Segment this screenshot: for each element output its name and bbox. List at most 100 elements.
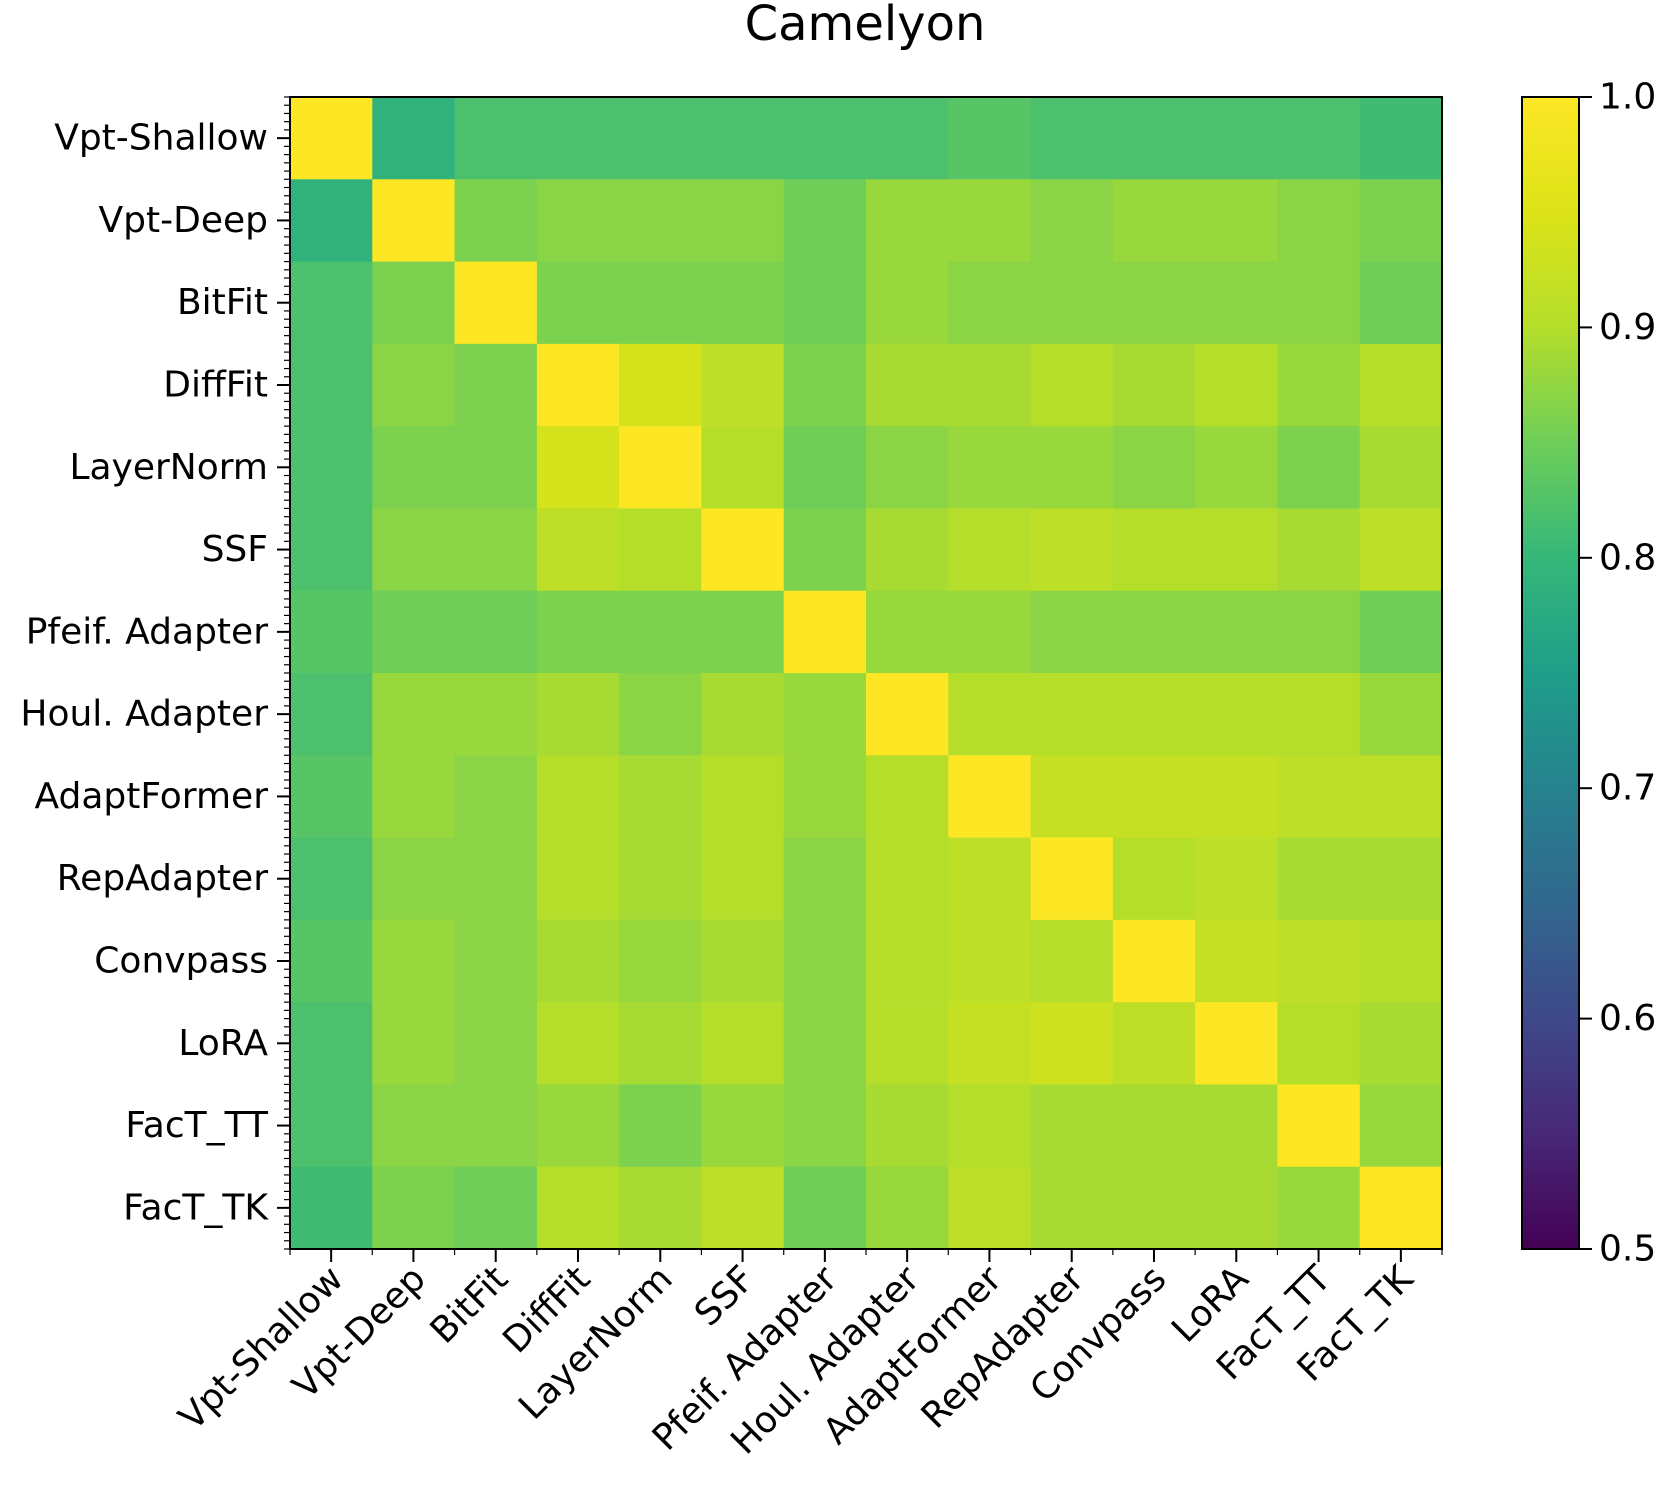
heatmap-cell xyxy=(866,97,949,180)
heatmap-cell xyxy=(866,1084,949,1168)
heatmap-cell xyxy=(372,508,456,592)
heatmap-cell xyxy=(783,1166,867,1250)
heatmap-cell xyxy=(701,590,785,674)
heatmap-cell xyxy=(1195,1166,1279,1250)
heatmap-cell xyxy=(1359,590,1443,674)
heatmap-cell xyxy=(1195,97,1279,180)
heatmap-cell xyxy=(948,508,1032,592)
heatmap-cell xyxy=(454,426,538,510)
heatmap-cell xyxy=(1359,755,1443,839)
heatmap-cell xyxy=(619,919,703,1003)
colorbar-tick-label: 0.6 xyxy=(1599,998,1656,1039)
heatmap-cells xyxy=(290,97,1443,1250)
heatmap-cell xyxy=(948,837,1032,921)
heatmap-cell xyxy=(536,426,620,510)
heatmap-cell xyxy=(1112,1084,1196,1168)
heatmap-cell xyxy=(701,426,785,510)
heatmap-cell xyxy=(1359,97,1443,180)
colorbar-tick-label: 0.5 xyxy=(1599,1229,1656,1270)
heatmap-cell xyxy=(1030,1166,1114,1250)
heatmap-cell xyxy=(1359,1166,1443,1250)
heatmap-cell xyxy=(948,590,1032,674)
heatmap-cell xyxy=(701,673,785,756)
colorbar: 0.5 0.6 0.7 0.8 0.9 1.0 xyxy=(1521,77,1656,1270)
heatmap-cell xyxy=(619,673,703,756)
y-tick-label: DiffFit xyxy=(163,365,268,406)
y-tick-label: FacT_TK xyxy=(123,1187,269,1228)
heatmap-cell xyxy=(290,426,373,510)
heatmap-cell xyxy=(866,508,949,592)
heatmap-cell xyxy=(290,508,373,592)
heatmap-cell xyxy=(1277,919,1361,1003)
heatmap-cell xyxy=(1195,919,1279,1003)
heatmap-cell xyxy=(454,919,538,1003)
heatmap-cell xyxy=(783,343,867,427)
heatmap-cell xyxy=(1112,590,1196,674)
heatmap-cell xyxy=(536,1166,620,1250)
heatmap-cell xyxy=(372,426,456,510)
heatmap-cell xyxy=(1359,261,1443,345)
y-tick-label: SSF xyxy=(202,529,268,570)
heatmap-cell xyxy=(1277,261,1361,345)
heatmap-cell xyxy=(1277,343,1361,427)
heatmap-cell xyxy=(701,1166,785,1250)
heatmap-cell xyxy=(1359,837,1443,921)
heatmap-cell xyxy=(536,837,620,921)
chart-title: Camelyon xyxy=(745,0,986,52)
heatmap-cell xyxy=(1112,1002,1196,1086)
heatmap-cell xyxy=(1195,508,1279,592)
heatmap-cell xyxy=(866,1166,949,1250)
colorbar-tick-label: 1.0 xyxy=(1599,77,1656,118)
heatmap-cell xyxy=(1195,837,1279,921)
heatmap-cell xyxy=(454,508,538,592)
heatmap-cell xyxy=(1112,1166,1196,1250)
heatmap-cell xyxy=(866,590,949,674)
heatmap-cell xyxy=(536,343,620,427)
heatmap-cell xyxy=(1359,1002,1443,1086)
heatmap-cell xyxy=(1277,508,1361,592)
heatmap-cell xyxy=(1112,755,1196,839)
heatmap-cell xyxy=(1030,343,1114,427)
heatmap-cell xyxy=(948,97,1032,180)
heatmap-cell xyxy=(536,97,620,180)
y-tick-label: AdaptFormer xyxy=(34,776,268,817)
heatmap-cell xyxy=(1277,1002,1361,1086)
heatmap-cell xyxy=(1195,426,1279,510)
heatmap-cell xyxy=(372,1002,456,1086)
heatmap-cell xyxy=(372,919,456,1003)
heatmap-cell xyxy=(866,426,949,510)
heatmap-cell xyxy=(701,755,785,839)
heatmap-cell xyxy=(1359,426,1443,510)
heatmap-cell xyxy=(372,755,456,839)
heatmap-cell xyxy=(536,179,620,263)
heatmap-cell xyxy=(1277,837,1361,921)
heatmap-cell xyxy=(372,97,456,180)
heatmap-cell xyxy=(619,755,703,839)
heatmap-cell xyxy=(619,97,703,180)
y-tick-label: Convpass xyxy=(94,941,268,982)
heatmap-cell xyxy=(866,837,949,921)
heatmap-cell xyxy=(619,343,703,427)
heatmap-cell xyxy=(536,755,620,839)
heatmap-cell xyxy=(454,343,538,427)
heatmap-cell xyxy=(783,919,867,1003)
y-tick-label: Pfeif. Adapter xyxy=(26,611,268,652)
heatmap-cell xyxy=(1030,261,1114,345)
heatmap-cell xyxy=(290,261,373,345)
heatmap-cell xyxy=(1030,837,1114,921)
heatmap-cell xyxy=(948,261,1032,345)
heatmap-cell xyxy=(948,343,1032,427)
heatmap-cell xyxy=(290,590,373,674)
heatmap-cell xyxy=(536,673,620,756)
heatmap-cell xyxy=(783,426,867,510)
heatmap-cell xyxy=(948,179,1032,263)
heatmap-cell xyxy=(1030,673,1114,756)
heatmap-cell xyxy=(1359,343,1443,427)
heatmap-cell xyxy=(866,343,949,427)
heatmap-cell xyxy=(619,1166,703,1250)
heatmap-cell xyxy=(783,1084,867,1168)
heatmap-cell xyxy=(454,755,538,839)
heatmap-cell xyxy=(701,1084,785,1168)
heatmap-cell xyxy=(372,343,456,427)
